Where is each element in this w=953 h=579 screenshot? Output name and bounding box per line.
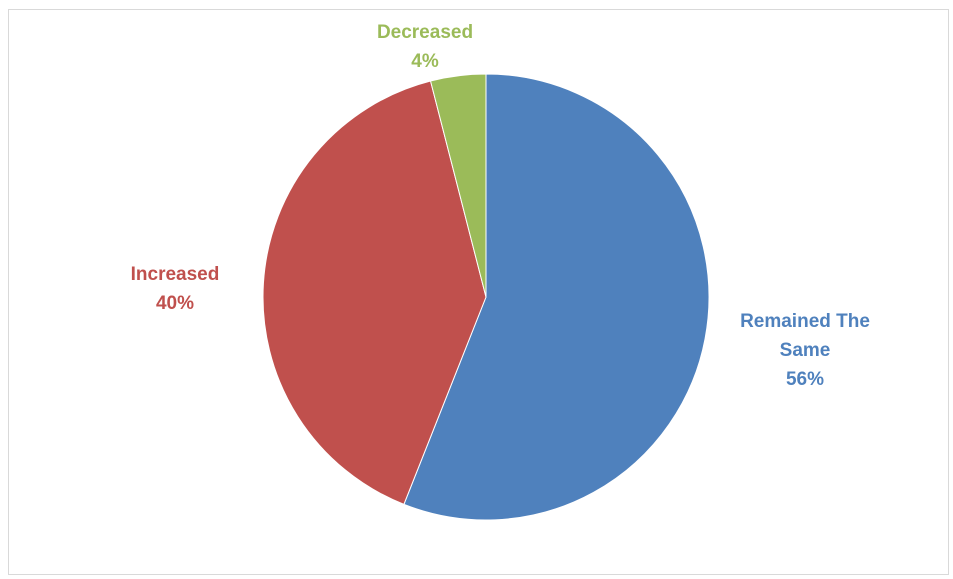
slice-label-line: Increased: [131, 264, 220, 285]
pie-slice-increased: [262, 80, 487, 505]
pie-chart: Remained The Same 56% Increased 40% Decreased…: [131, 22, 870, 521]
slice-label-line: Decreased: [377, 22, 473, 43]
slice-label-decreased: Decreased 4%: [377, 22, 473, 72]
slice-percent: 56%: [786, 369, 824, 390]
slice-percent: 4%: [411, 51, 439, 72]
pie-slice-remained-the-same: [403, 73, 710, 521]
slice-label-line: Same: [780, 340, 831, 361]
pie-slice-decreased: [429, 73, 487, 298]
slice-label-increased: Increased 40%: [131, 264, 220, 314]
slice-label-line: Remained The: [740, 311, 870, 332]
slice-label-remained-the-same: Remained The Same 56%: [740, 311, 870, 390]
chart-area: Remained The Same 56% Increased 40% Decreased…: [8, 9, 949, 575]
slice-percent: 40%: [156, 293, 194, 314]
